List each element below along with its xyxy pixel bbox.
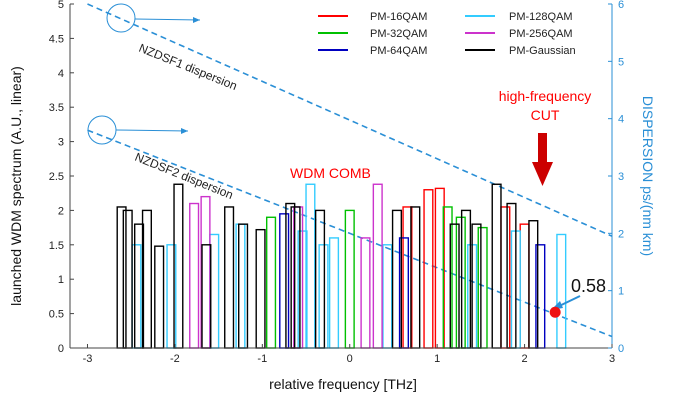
wdm-comb-annotation: WDM COMB [290,165,371,181]
y2-axis-label: DISPERSION ps/(nm km) [640,96,656,256]
dispersion-line-2 [87,129,613,338]
bar-pm-16qam [500,206,511,349]
y2-tick-label: 5 [618,56,624,68]
bar-pm-gaussian [491,183,502,349]
y-tick-label: 1.5 [49,240,64,252]
y-tick-label: 0 [58,343,64,355]
highlight-group: 0.58 [549,276,606,318]
y-tick-label: 3.5 [49,102,64,114]
bars-group [116,183,567,349]
bar-pm-32qam [477,226,488,349]
y-axis-label: launched WDM spectrum (A.U., linear) [8,66,24,306]
cut-annotation: CUT [531,107,560,123]
x-tick-label: 1 [434,353,440,365]
bar-pm-16qam [519,223,530,349]
y2-tick-label: 4 [618,114,624,126]
legend-label-gaussian: PM-Gaussian [509,45,576,57]
bar-pm-gaussian [116,206,127,349]
y-tick-label: 2.5 [49,171,64,183]
x-tick-label: -2 [170,353,180,365]
bar-pm-32qam [265,216,277,349]
y2-tick-label: 2 [618,228,624,240]
legend-label-16qam: PM-16QAM [370,11,427,23]
bar-pm-128qam [131,244,142,349]
nzdsf2-circle-marker [87,115,117,145]
bar-pm-gaussian [314,209,326,349]
bar-pm-gaussian [224,206,235,349]
y-tick-label: 2 [58,205,64,217]
bar-pm-64qam [279,213,290,349]
bar-pm-32qam [455,216,466,349]
y-tick-label: 1 [58,274,64,286]
legend-label-64qam: PM-64QAM [370,45,427,57]
dispersion-lines [87,3,613,338]
bar-pm-128qam [318,244,329,349]
nzdsf2-arrow-head [181,128,188,134]
legend-label-256qam: PM-256QAM [509,28,573,40]
bar-pm-gaussian [238,223,249,349]
legend-label-128qam: PM-128QAM [509,11,573,23]
nzdsf2-arrow [115,129,189,132]
y2-tick-label: 3 [618,171,624,183]
cut-arrow-head [532,162,553,186]
high-frequency-annotation: high-frequency [499,88,592,104]
y2-tick-label: 0 [618,343,624,355]
y-tick-label: 0.5 [49,309,64,321]
bar-pm-gaussian [154,245,165,349]
bar-pm-16qam [423,189,434,349]
bar-pm-32qam [344,209,355,349]
y-tick-label: 4 [58,68,64,80]
y2-tick-label: 6 [618,0,624,11]
x-tick-label: 3 [609,353,615,365]
x-tick-label: -1 [257,353,267,365]
y-tick-label: 3 [58,137,64,149]
legend-label-32qam: PM-32QAM [370,28,427,40]
nzdsf2-label: NZDSF2 dispersion [133,150,235,202]
highlight-point [549,306,561,318]
y2-tick-label: 1 [618,286,624,298]
bar-pm-128qam [382,244,393,349]
bar-pm-256qam [189,202,200,349]
bar-pm-gaussian [122,209,133,349]
bar-pm-128qam [556,233,567,349]
y-tick-label: 5 [58,0,64,11]
bar-pm-gaussian [460,209,472,349]
bar-pm-128qam [328,237,340,349]
bar-pm-256qam [360,237,371,349]
nzdsf1-arrow-head [193,17,200,23]
nzdsf1-circle-marker [106,3,136,33]
cut-arrow-shaft [538,133,547,163]
highlight-value-label: 0.58 [571,276,606,296]
dispersion-line-1 [87,3,613,237]
bar-pm-gaussian [255,228,266,349]
x-tick-label: 2 [522,353,528,365]
y-tick-label: 4.5 [49,33,64,45]
x-tick-label: -3 [83,353,93,365]
nzdsf1-arrow [134,18,201,21]
x-axis-label: relative frequency [THz] [269,376,417,392]
legend: PM-16QAM PM-32QAM PM-64QAM PM-128QAM PM-… [318,11,576,57]
x-tick-label: 0 [347,353,353,365]
bar-pm-256qam [372,183,383,349]
bar-pm-128qam [235,223,246,349]
dispersion-markers [87,3,201,145]
